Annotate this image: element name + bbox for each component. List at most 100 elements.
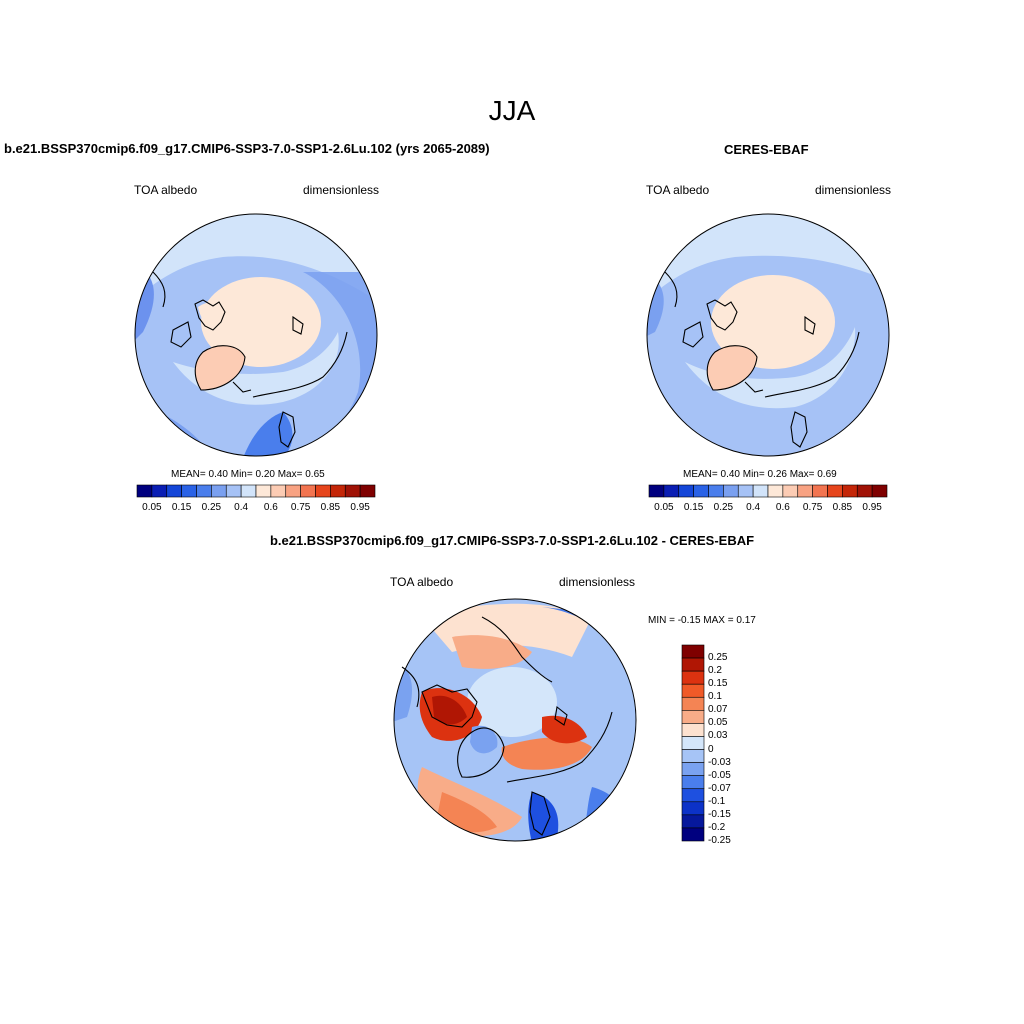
- obs-colorbar-swatch: [767, 484, 784, 498]
- obs-colorbar-tick-label: 0.4: [746, 502, 761, 513]
- model-colorbar-labels: 0.05 0.15 0.25 0.4 0.6 0.75 0.85 0.95: [137, 502, 375, 514]
- diff-colorbar-tick-label: 0.25: [708, 652, 728, 664]
- obs-colorbar-swatch: [663, 484, 680, 498]
- model-colorbar-swatch: [344, 484, 361, 498]
- model-colorbar-swatch: [166, 484, 182, 498]
- diff-colorbar-swatch: [681, 683, 705, 698]
- model-polar-map: [134, 213, 378, 457]
- obs-variable-label: TOA albedo: [646, 183, 710, 197]
- obs-colorbar: [648, 484, 888, 498]
- model-colorbar-tick-label: 0.75: [290, 502, 311, 513]
- diff-colorbar-tick-label: -0.07: [708, 782, 731, 794]
- diff-colorbar-tick-label: -0.05: [708, 769, 731, 781]
- obs-colorbar-tick-label: 0.25: [713, 502, 734, 513]
- diff-colorbar-tick-label: 0: [708, 743, 714, 755]
- model-variable-label: TOA albedo: [134, 183, 198, 197]
- diff-colorbar-tick-label: -0.2: [708, 821, 726, 833]
- model-stats-label: MEAN= 0.40 Min= 0.20 Max= 0.65: [171, 469, 325, 480]
- obs-colorbar-swatch: [723, 484, 739, 498]
- diff-colorbar-swatch: [681, 723, 705, 737]
- diff-variable-label: TOA albedo: [390, 575, 454, 589]
- diff-colorbar-swatch: [681, 657, 705, 672]
- diff-colorbar-tick-label: 0.07: [708, 704, 728, 716]
- obs-colorbar-swatch: [797, 484, 813, 498]
- obs-colorbar-swatch: [812, 484, 828, 498]
- diff-colorbar-tick-label: 0.15: [708, 678, 728, 690]
- diff-colorbar-swatch: [681, 736, 705, 750]
- diff-colorbar-swatch: [681, 814, 705, 829]
- obs-colorbar-swatch: [782, 484, 799, 498]
- diff-colorbar-tick-label: -0.1: [708, 795, 726, 807]
- obs-colorbar-tick-label: 0.05: [654, 502, 674, 513]
- obs-polar-map: [646, 213, 890, 457]
- model-colorbar-swatch: [225, 484, 242, 498]
- obs-colorbar-swatch: [871, 484, 888, 498]
- obs-colorbar-swatch: [648, 484, 665, 498]
- model-colorbar-swatch: [270, 484, 287, 498]
- obs-colorbar-swatch: [708, 484, 724, 498]
- model-colorbar-swatch: [151, 484, 168, 498]
- obs-colorbar-swatch: [856, 484, 873, 498]
- model-colorbar-tick-label: 0.95: [350, 502, 370, 513]
- obs-colorbar-swatch: [693, 484, 709, 498]
- model-units-label: dimensionless: [303, 183, 380, 197]
- diff-colorbar-tick-label: -0.03: [708, 756, 731, 768]
- diff-colorbar-swatch: [681, 762, 705, 776]
- diff-colorbar-tick-label: 0.05: [708, 717, 728, 729]
- diff-polar-map: [393, 598, 637, 842]
- diff-units-label: dimensionless: [559, 575, 636, 589]
- obs-colorbar-tick-label: 0.85: [832, 502, 853, 513]
- diff-colorbar-swatch: [681, 710, 705, 724]
- model-colorbar-swatch: [359, 484, 376, 498]
- obs-colorbar-tick-label: 0.6: [775, 502, 790, 513]
- obs-panel-title: CERES-EBAF: [724, 142, 809, 157]
- model-colorbar-swatch: [196, 484, 212, 498]
- diff-colorbar-swatch: [681, 827, 705, 842]
- diff-stats-label: MIN = -0.15 MAX = 0.17: [648, 615, 756, 626]
- diff-colorbar-swatch: [681, 749, 705, 763]
- model-colorbar-tick-label: 0.25: [201, 502, 222, 513]
- model-colorbar-swatch: [285, 484, 301, 498]
- diff-colorbar-tick-label: -0.15: [708, 808, 731, 820]
- obs-colorbar-tick-label: 0.95: [862, 502, 882, 513]
- diff-colorbar-tick-label: 0.03: [708, 730, 728, 742]
- diff-colorbar-swatch: [681, 788, 705, 803]
- model-colorbar-swatch: [181, 484, 197, 498]
- model-colorbar-swatch: [255, 484, 272, 498]
- obs-colorbar-swatch: [678, 484, 694, 498]
- diff-panel-title: b.e21.BSSP370cmip6.f09_g17.CMIP6-SSP3-7.…: [269, 533, 755, 548]
- model-colorbar-swatch: [315, 484, 331, 498]
- model-colorbar-swatch: [240, 484, 257, 498]
- obs-colorbar-swatch: [752, 484, 769, 498]
- model-panel-title: b.e21.BSSP370cmip6.f09_g17.CMIP6-SSP3-7.…: [4, 141, 490, 156]
- model-colorbar-tick-label: 0.15: [171, 502, 192, 513]
- diff-colorbar-swatch: [681, 670, 705, 685]
- obs-units-label: dimensionless: [815, 183, 892, 197]
- diff-colorbar-swatch: [681, 696, 705, 711]
- model-colorbar: [136, 484, 376, 498]
- diff-colorbar-tick-label: 0.2: [708, 665, 722, 677]
- diff-colorbar-swatch: [681, 775, 705, 790]
- model-colorbar-tick-label: 0.6: [263, 502, 278, 513]
- figure-title: JJA: [488, 95, 536, 126]
- model-colorbar-swatch: [211, 484, 227, 498]
- model-colorbar-swatch: [300, 484, 316, 498]
- model-colorbar-swatch: [330, 484, 346, 498]
- diff-colorbar-swatch: [681, 644, 705, 659]
- obs-colorbar-tick-label: 0.15: [683, 502, 704, 513]
- obs-stats-label: MEAN= 0.40 Min= 0.26 Max= 0.69: [683, 469, 837, 480]
- obs-colorbar-swatch: [827, 484, 843, 498]
- diff-colorbar-tick-label: 0.1: [708, 691, 722, 703]
- obs-colorbar-swatch: [737, 484, 754, 498]
- model-colorbar-tick-label: 0.05: [142, 502, 162, 513]
- obs-colorbar-tick-label: 0.75: [802, 502, 823, 513]
- diff-colorbar-labels: 0.25 0.2 0.15 0.1 0.07 0.05 0.03 0 -0.03 -0.05 -0.…: [708, 645, 748, 846]
- obs-colorbar-labels: 0.05 0.15 0.25 0.4 0.6 0.75 0.85 0.95: [649, 502, 887, 514]
- obs-colorbar-swatch: [842, 484, 858, 498]
- diff-colorbar-swatch: [681, 801, 705, 816]
- model-colorbar-tick-label: 0.85: [320, 502, 341, 513]
- diff-colorbar: [681, 644, 705, 842]
- model-colorbar-swatch: [136, 484, 153, 498]
- model-colorbar-tick-label: 0.4: [234, 502, 249, 513]
- diff-colorbar-tick-label: -0.25: [708, 835, 731, 846]
